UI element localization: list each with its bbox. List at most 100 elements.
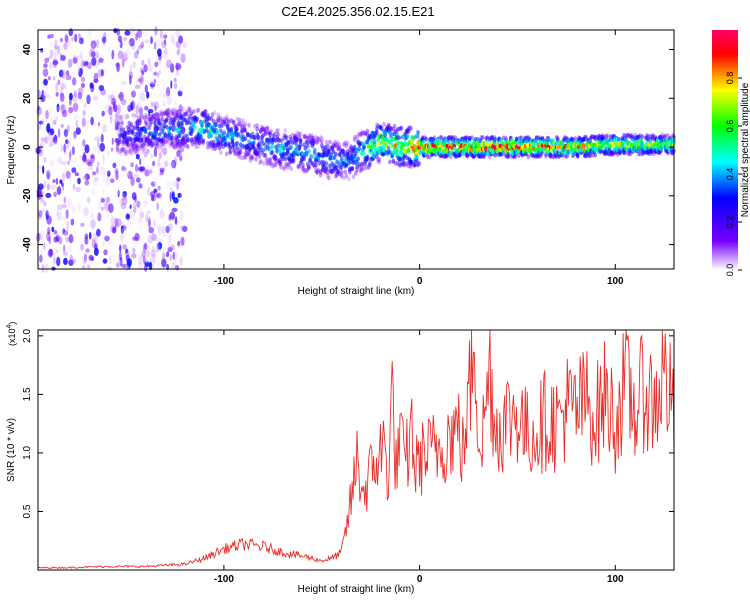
spectrogram-ridge-cell	[271, 163, 276, 168]
spectrogram-noise-blob	[135, 112, 139, 119]
spectrogram-ridge-cell	[344, 173, 349, 179]
spectrogram-noise-blob	[151, 246, 155, 253]
spectrogram-noise-blob	[101, 206, 104, 211]
spectrogram-ridge-cell	[261, 160, 265, 166]
spectrogram-noise-blob	[166, 199, 170, 210]
spectrogram-ridge-cell	[310, 133, 315, 139]
spectrogram-noise-blob	[130, 162, 135, 168]
spectrogram-noise-blob	[60, 182, 64, 187]
spectrogram-noise-blob	[71, 158, 77, 163]
spectrogram-ridge-cell	[316, 136, 321, 142]
spectrogram-ridge-cell	[114, 118, 119, 124]
spectrogram-noise-blob	[121, 227, 126, 237]
spectrogram-noise-blob	[166, 141, 169, 151]
spectrogram-ridge-cell	[283, 164, 288, 169]
spectrogram-noise-blob	[72, 136, 77, 144]
spectrogram-ridge-cell	[406, 129, 411, 134]
spectrogram-noise-blob	[121, 107, 125, 117]
spectrogram-noise-blob	[36, 106, 42, 116]
spectrogram-ridge-cell	[242, 123, 247, 129]
spectrogram-ridge-cell	[116, 121, 121, 127]
spectrogram-noise-blob	[45, 192, 52, 198]
spectrogram-noise-blob	[161, 217, 166, 224]
spectrogram-ridge-cell	[318, 172, 323, 178]
spectrogram-ridge-cell	[162, 111, 167, 116]
spectrogram-noise-blob	[166, 111, 170, 118]
spectrogram-noise-blob	[162, 142, 169, 147]
spectrogram-ridge-cell	[174, 113, 178, 119]
spectrogram-ridge-cell	[352, 134, 357, 140]
spectrogram-noise-blob	[56, 240, 60, 249]
spectrogram-noise-blob	[161, 79, 167, 89]
spectrogram-noise-blob	[60, 83, 67, 90]
spectrogram-ridge-cell	[482, 154, 486, 159]
spectrogram-ridge-cell	[206, 144, 210, 150]
spectrogram-noise-blob	[48, 56, 51, 61]
spectrogram-noise-blob	[40, 137, 47, 142]
spectrogram-ridge-cell	[213, 146, 217, 152]
spectrogram-noise-blob	[90, 219, 96, 229]
spectrogram-noise-blob	[48, 106, 54, 115]
spectrogram-ridge-cell	[270, 149, 275, 155]
spectrogram-noise-blob	[171, 261, 176, 271]
spectrogram-noise-blob	[123, 59, 127, 68]
spectrogram-ridge-cell	[327, 175, 331, 181]
spectrogram-ridge-cell	[183, 143, 188, 149]
spectrogram-noise-blob	[82, 175, 86, 180]
spectrogram-ridge-cell	[157, 126, 162, 131]
spectrogram-noise-blob	[90, 154, 95, 159]
spectrogram-noise-blob	[84, 233, 89, 239]
spectrogram-noise-blob	[126, 40, 131, 49]
spectrogram-noise-blob	[105, 94, 109, 103]
y-tick-label: 1.5	[22, 387, 33, 401]
spectrogram-ridge-cell	[123, 151, 128, 157]
spectrogram-ridge-cell	[170, 108, 175, 114]
spectrogram-ridge-cell	[150, 114, 155, 120]
spectrogram-ridge-cell	[260, 124, 264, 130]
spectrogram-noise-blob	[44, 263, 49, 274]
spectrogram-noise-blob	[175, 62, 179, 71]
spectrogram-ridge-cell	[318, 135, 323, 140]
spectrogram-noise-blob	[88, 29, 93, 39]
spectrogram-noise-blob	[180, 53, 186, 63]
spectrogram-noise-blob	[52, 256, 56, 265]
spectrogram-ridge-cell	[548, 153, 553, 159]
spectrogram-noise-blob	[174, 229, 178, 234]
spectrogram-noise-blob	[122, 36, 128, 42]
spectrogram-noise-blob	[153, 101, 160, 109]
spectrogram-noise-blob	[129, 204, 132, 210]
spectrogram-noise-blob	[72, 102, 79, 112]
spectrogram-noise-blob	[93, 102, 97, 110]
spectrogram-ridge-cell	[308, 133, 312, 139]
spectrogram-ridge-cell	[617, 137, 621, 142]
spectrogram-noise-blob	[136, 177, 141, 183]
spectrogram-noise-blob	[141, 252, 145, 261]
spectrogram-noise-blob	[73, 90, 77, 98]
spectrogram-noise-blob	[105, 196, 111, 203]
spectrogram-ridge-cell	[284, 161, 289, 167]
spectrogram-ridge-cell	[238, 146, 243, 152]
spectrogram-ridge-cell	[263, 141, 268, 147]
spectrogram-noise-blob	[86, 174, 90, 180]
spectrogram-noise-blob	[48, 63, 55, 68]
spectrogram-ridge-cell	[271, 133, 276, 139]
spectrogram-ridge-cell	[182, 140, 187, 146]
spectrogram-noise-blob	[144, 105, 149, 111]
spectrogram-ridge-cell	[425, 154, 430, 159]
spectrogram-noise-blob	[86, 61, 92, 70]
spectrogram-noise-blob	[81, 221, 85, 228]
spectrogram-noise-blob	[40, 229, 45, 240]
spectrogram-noise-blob	[153, 42, 157, 50]
spectrogram-ridge-cell	[354, 170, 358, 176]
spectrogram-ridge-cell	[280, 143, 284, 149]
spectrogram-ridge-cell	[409, 164, 413, 169]
spectrogram-ridge-cell	[406, 126, 411, 131]
spectrogram-ridge-cell	[314, 162, 318, 168]
spectrogram-noise-blob	[111, 255, 116, 263]
spectrogram-ridge-cell	[201, 140, 205, 145]
spectrogram-ridge-cell	[399, 125, 404, 131]
spectrogram-noise-blob	[47, 76, 51, 81]
spectrogram-noise-blob	[158, 237, 164, 243]
spectrogram-noise-blob	[77, 202, 81, 212]
spectrogram-noise-blob	[74, 33, 78, 43]
